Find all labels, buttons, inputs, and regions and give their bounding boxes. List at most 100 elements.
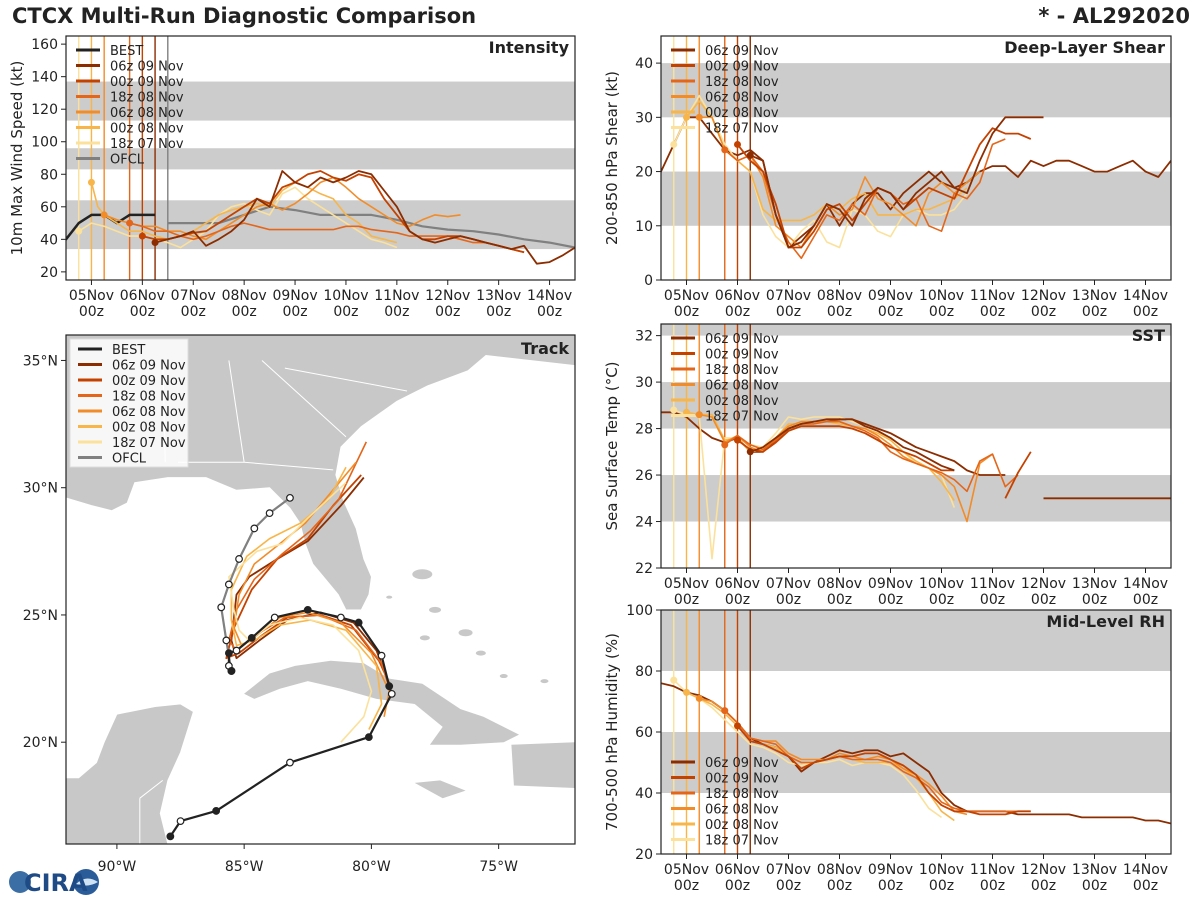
- panel-title: Track: [521, 339, 569, 358]
- y-tick-label: 80: [635, 664, 653, 680]
- series-line: [167, 205, 575, 249]
- track-point: [354, 618, 363, 627]
- x-tick-label: 05Nov: [664, 576, 709, 592]
- x-tick-label: 06Nov: [715, 288, 760, 304]
- x-tick-label: 00z: [725, 878, 750, 894]
- series-line: [749, 418, 1171, 500]
- legend-box: [69, 338, 189, 468]
- init-point: [746, 448, 754, 456]
- panel-title: Deep-Layer Shear: [1004, 38, 1165, 57]
- plot-frame: [660, 323, 1172, 569]
- bahamas-island: [540, 679, 549, 684]
- series-line: [154, 170, 575, 265]
- cuba-landmass: [244, 660, 519, 745]
- track-point: [377, 651, 386, 660]
- init-point: [734, 436, 741, 444]
- init-point: [138, 232, 146, 240]
- x-tick-label: 14Nov: [1123, 862, 1168, 878]
- x-tick-label: 00z: [674, 592, 699, 608]
- x-tick-label: 09Nov: [868, 288, 913, 304]
- track-point: [286, 493, 294, 502]
- init-point: [746, 151, 754, 159]
- shaded-band: [66, 148, 575, 170]
- y-axis-label: 10m Max Wind Speed (kt): [8, 61, 26, 256]
- bahamas-island: [499, 674, 508, 679]
- x-tick-label: 00z: [929, 592, 954, 608]
- x-tick-label: 10Nov: [323, 288, 368, 304]
- x-tick-label: 00z: [980, 592, 1005, 608]
- x-tick-label: 12Nov: [1021, 862, 1066, 878]
- series-line: [661, 116, 1171, 249]
- series-line: [724, 420, 1019, 493]
- legend-label: 18z 08 Nov: [110, 91, 184, 106]
- series-line: [673, 94, 968, 249]
- track-point: [250, 524, 259, 533]
- logo-text: CIRA: [24, 869, 88, 897]
- lat-tick-label: 25°N: [23, 608, 58, 624]
- x-tick-label: 00z: [130, 304, 155, 320]
- series-line: [103, 176, 461, 241]
- legend-label: 18z 08 Nov: [705, 75, 779, 90]
- track-point: [166, 832, 175, 841]
- x-tick-label: 00z: [1082, 304, 1107, 320]
- cira-logo: CIRA: [6, 866, 106, 898]
- y-tick-label: 40: [635, 786, 653, 802]
- x-tick-label: 07Nov: [766, 576, 811, 592]
- x-tick-label: 00z: [776, 304, 801, 320]
- legend-label: 00z 09 Nov: [112, 374, 186, 389]
- track-point: [270, 613, 279, 622]
- init-point: [75, 227, 83, 235]
- lat-tick-label: 30°N: [23, 481, 58, 497]
- series-line: [90, 181, 398, 244]
- init-point: [695, 113, 703, 121]
- x-tick-label: 00z: [232, 304, 257, 320]
- track-point: [265, 509, 274, 518]
- init-point: [670, 406, 678, 414]
- plot-area-intensity: [66, 36, 575, 280]
- init-point: [721, 146, 729, 154]
- shaded-band: [661, 324, 1171, 336]
- y-tick-label: 160: [31, 37, 58, 53]
- init-point: [151, 239, 159, 247]
- page-title: CTCX Multi-Run Diagnostic Comparison: [12, 4, 477, 28]
- plot-area-shear: [661, 36, 1171, 280]
- panel-sst: 22242628303205Nov00z06Nov00z07Nov00z08No…: [603, 323, 1172, 608]
- panel-intensity: 2040608010012014016005Nov00z06Nov00z07No…: [8, 35, 576, 320]
- track-point: [224, 649, 233, 658]
- logo-globe-icon: [9, 871, 31, 893]
- x-tick-label: 14Nov: [527, 288, 572, 304]
- track-point: [222, 636, 231, 645]
- shaded-band: [66, 81, 575, 121]
- shaded-band: [66, 200, 575, 250]
- x-tick-label: 00z: [537, 304, 562, 320]
- x-tick-label: 06Nov: [715, 862, 760, 878]
- x-tick-label: 11Nov: [970, 862, 1015, 878]
- track-point: [212, 807, 221, 815]
- x-tick-label: 00z: [878, 878, 903, 894]
- track-point: [227, 667, 236, 675]
- x-tick-label: 00z: [79, 304, 104, 320]
- x-tick-label: 00z: [333, 304, 358, 320]
- bahamas-island: [458, 629, 473, 637]
- x-tick-label: 07Nov: [766, 288, 811, 304]
- y-tick-label: 20: [635, 165, 653, 181]
- track-line: [225, 474, 393, 690]
- legend-label: 06z 08 Nov: [112, 405, 186, 420]
- legend-label: 18z 07 Nov: [705, 834, 779, 849]
- init-point: [721, 441, 729, 449]
- panel-title: Intensity: [489, 38, 570, 57]
- storm-id: * - AL292020: [1038, 4, 1190, 28]
- legend-label: 00z 08 Nov: [705, 818, 779, 833]
- x-tick-label: 10Nov: [919, 288, 964, 304]
- legend-label: 00z 08 Nov: [705, 106, 779, 121]
- init-point: [670, 140, 678, 148]
- x-tick-label: 00z: [282, 304, 307, 320]
- x-tick-label: 00z: [1082, 592, 1107, 608]
- bahamas-island: [475, 650, 486, 656]
- track-point: [176, 817, 185, 825]
- y-axis-label: Sea Surface Temp (°C): [603, 361, 621, 530]
- x-tick-label: 11Nov: [374, 288, 419, 304]
- legend-label: 18z 08 Nov: [705, 363, 779, 378]
- track-point: [217, 603, 226, 612]
